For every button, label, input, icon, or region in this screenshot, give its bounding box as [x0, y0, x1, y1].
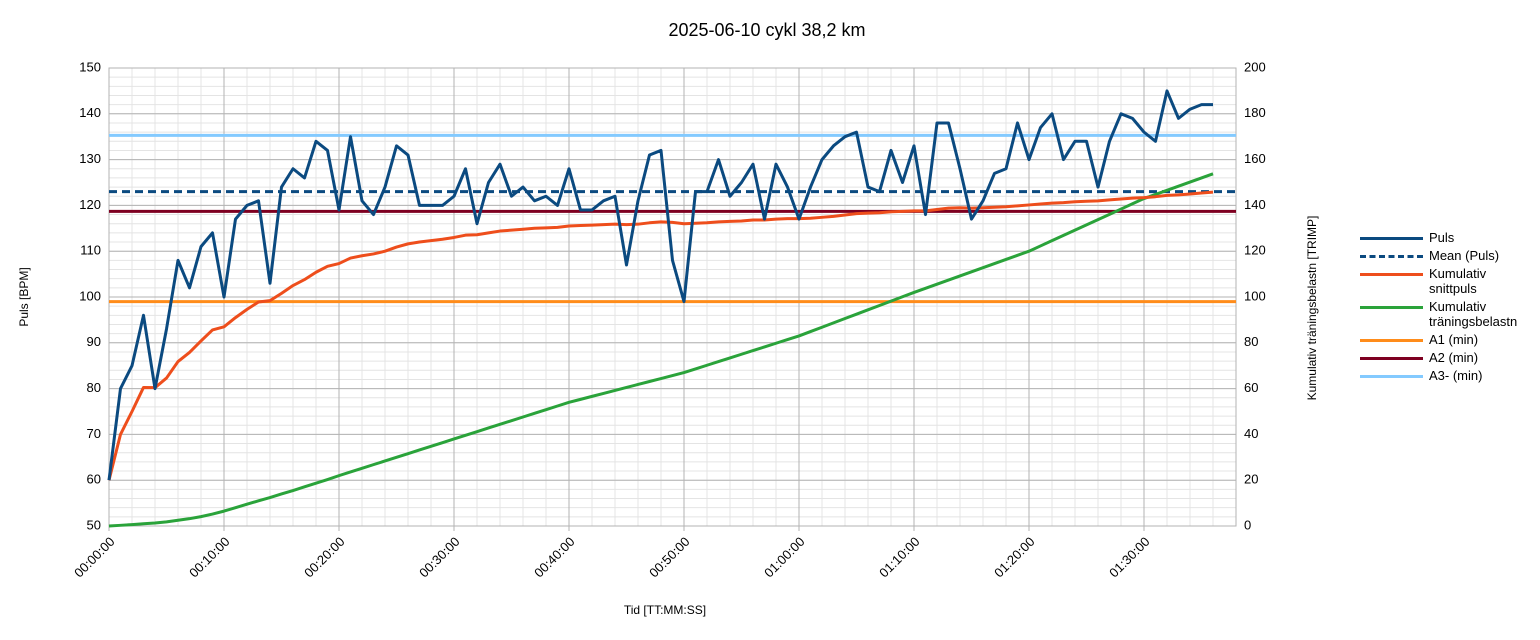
legend-swatch — [1360, 339, 1423, 342]
y-tick-label: 130 — [79, 151, 101, 166]
y2-tick-label: 20 — [1244, 472, 1258, 487]
legend-item: Kumulativ snittpuls — [1360, 266, 1535, 296]
y-tick-label: 120 — [79, 197, 101, 212]
x-tick-label: 01:20:00 — [991, 534, 1037, 580]
y-axis-label: Puls [BPM] — [17, 267, 31, 326]
y2-tick-label: 160 — [1244, 151, 1266, 166]
x-tick-label: 01:10:00 — [876, 534, 922, 580]
legend-label: A1 (min) — [1429, 332, 1479, 347]
legend-item: A1 (min) — [1360, 332, 1535, 347]
y-tick-label: 90 — [87, 334, 101, 349]
y2-tick-label: 0 — [1244, 517, 1251, 532]
legend-swatch — [1360, 255, 1423, 258]
y2-axis-label: Kumulativ träningsbelastn [TRIMP] — [1305, 216, 1319, 401]
x-tick-label: 00:30:00 — [416, 534, 462, 580]
x-tick-label: 00:00:00 — [71, 534, 117, 580]
y2-tick-label: 40 — [1244, 426, 1258, 441]
x-tick-label: 01:30:00 — [1106, 534, 1152, 580]
y-tick-label: 80 — [87, 380, 101, 395]
legend-item: Puls — [1360, 230, 1535, 245]
y-tick-label: 150 — [79, 59, 101, 74]
legend-label: Mean (Puls) — [1429, 248, 1500, 263]
y2-tick-label: 180 — [1244, 105, 1266, 120]
y-tick-label: 60 — [87, 472, 101, 487]
y-tick-label: 50 — [87, 517, 101, 532]
y2-tick-label: 80 — [1244, 334, 1258, 349]
y-tick-label: 70 — [87, 426, 101, 441]
legend-label: Puls — [1429, 230, 1455, 245]
x-axis-label: Tid [TT:MM:SS] — [624, 603, 706, 617]
data-line — [108, 172, 1214, 528]
legend-label: Kumulativ träningsbelastn — [1429, 299, 1518, 329]
legend-item: Mean (Puls) — [1360, 248, 1535, 263]
x-tick-label: 00:40:00 — [531, 534, 577, 580]
legend-label: A3- (min) — [1429, 368, 1483, 383]
legend-swatch — [1360, 237, 1423, 240]
y-tick-label: 140 — [79, 105, 101, 120]
legend-swatch — [1360, 357, 1423, 360]
x-tick-label: 00:20:00 — [301, 534, 347, 580]
y2-tick-label: 100 — [1244, 288, 1266, 303]
y2-tick-label: 60 — [1244, 380, 1258, 395]
plot-frame — [108, 67, 1237, 527]
y-tick-label: 100 — [79, 288, 101, 303]
legend: Puls Mean (Puls) Kumulativ snittpuls Kumula… — [1360, 230, 1535, 386]
legend-swatch — [1360, 306, 1423, 309]
x-tick-label: 00:50:00 — [646, 534, 692, 580]
legend-item: Kumulativ träningsbelastn — [1360, 299, 1535, 329]
data-line — [107, 190, 1214, 481]
legend-swatch — [1360, 273, 1423, 276]
data-line — [107, 89, 1213, 481]
x-tick-label: 00:10:00 — [186, 534, 232, 580]
y2-tick-label: 200 — [1244, 59, 1266, 74]
legend-swatch — [1360, 375, 1423, 378]
legend-label: A2 (min) — [1429, 350, 1479, 365]
y-tick-label: 110 — [80, 243, 101, 258]
legend-item: A3- (min) — [1360, 368, 1535, 383]
y2-tick-label: 120 — [1244, 243, 1266, 258]
y2-tick-label: 140 — [1244, 197, 1266, 212]
legend-item: A2 (min) — [1360, 350, 1535, 365]
legend-label: Kumulativ snittpuls — [1429, 266, 1487, 296]
x-tick-label: 01:00:00 — [761, 534, 807, 580]
chart-title: 2025-06-10 cykl 38,2 km — [668, 20, 865, 40]
